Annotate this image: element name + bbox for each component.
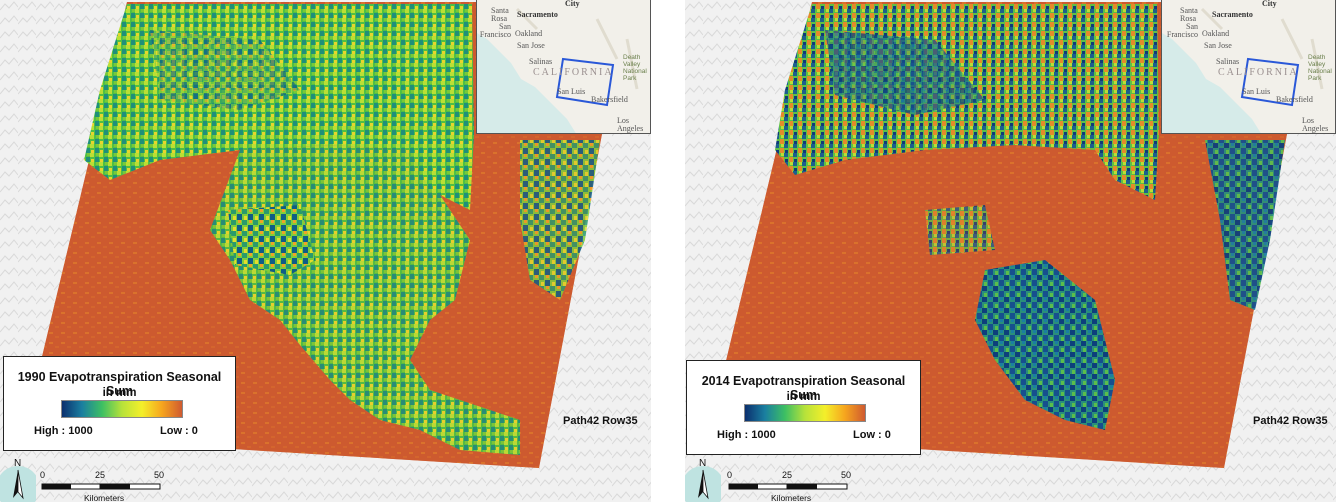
scale-tick: 25 [782, 470, 793, 480]
north-label: N [14, 458, 22, 469]
city-label: San Francisco [479, 22, 511, 39]
scale-tick: 0 [727, 470, 733, 480]
color-ramp [61, 400, 183, 418]
city-label: City [1262, 0, 1277, 8]
city-label: San Luis [1242, 87, 1271, 96]
legend-high-label: High : 1000 [717, 429, 776, 441]
scale-bar: 0 25 50 Kilometers [725, 470, 875, 502]
legend-box: 2014 Evapotranspiration Seasonal Sum in … [686, 360, 921, 455]
scale-tick: 0 [40, 470, 46, 480]
city-label: City [565, 0, 580, 8]
city-label: Sacramento [517, 10, 558, 19]
park-label: Death Valley National Park [623, 54, 647, 82]
city-label: Salinas [1216, 57, 1240, 66]
city-label: Los Angeles [617, 116, 644, 133]
color-ramp [744, 404, 866, 422]
region-label: CALIFORNIA [1218, 67, 1299, 78]
scale-tick: 50 [841, 470, 852, 480]
legend-unit: in mm [786, 391, 821, 403]
city-label: Los Angeles [1302, 116, 1329, 133]
legend-box: 1990 Evapotranspiration Seasonal Sum in … [3, 356, 236, 451]
map-panel-1990: City Sacramento Santa Rosa San Francisco… [0, 0, 651, 502]
city-label: San Jose [1204, 41, 1232, 50]
north-label: N [699, 458, 707, 469]
city-label: Sacramento [1212, 10, 1253, 19]
north-arrow: N [685, 458, 725, 502]
park-label: Death Valley National Park [1308, 54, 1332, 82]
map-panel-2014: City Sacramento Santa Rosa San Francisco… [685, 0, 1336, 502]
city-label: Santa Rosa [491, 6, 509, 23]
study-area-outline [1240, 57, 1300, 107]
path-row-label: Path42 Row35 [563, 415, 638, 427]
locator-inset-map: City Sacramento Santa Rosa San Francisco… [1161, 0, 1336, 134]
city-label: Bakersfield [1276, 95, 1313, 104]
legend-low-label: Low : 0 [160, 425, 198, 437]
locator-basemap [1162, 0, 1335, 133]
city-label: Oakland [515, 29, 543, 38]
city-label: Oakland [1202, 29, 1230, 38]
city-label: Bakersfield [591, 95, 628, 104]
scale-tick: 50 [154, 470, 165, 480]
city-label: San Jose [517, 41, 545, 50]
scale-unit: Kilometers [84, 493, 125, 502]
city-label: San Luis [557, 87, 586, 96]
scale-bar: 0 25 50 Kilometers [38, 470, 188, 502]
city-label: San Francisco [1166, 22, 1198, 39]
north-arrow: N [0, 458, 40, 502]
path-row-label: Path42 Row35 [1253, 415, 1328, 427]
legend-unit: in mm [102, 387, 137, 399]
scale-tick: 25 [95, 470, 106, 480]
study-area-outline [555, 57, 615, 107]
legend-high-label: High : 1000 [34, 425, 93, 437]
locator-inset-map: City Sacramento Santa Rosa San Francisco… [476, 0, 651, 134]
panel-divider [651, 0, 685, 502]
legend-title: 2014 Evapotranspiration Seasonal Sum [701, 374, 906, 402]
city-label: Salinas [529, 57, 553, 66]
legend-title: 1990 Evapotranspiration Seasonal Sum [17, 370, 222, 398]
scale-unit: Kilometers [771, 493, 812, 502]
city-label: Santa Rosa [1180, 6, 1198, 23]
legend-low-label: Low : 0 [853, 429, 891, 441]
region-label: CALIFORNIA [533, 67, 614, 78]
locator-basemap [477, 0, 650, 133]
